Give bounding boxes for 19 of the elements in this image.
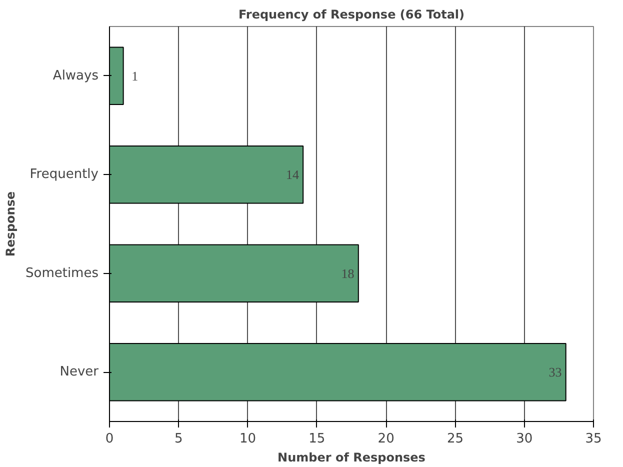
data-label: 1 (132, 68, 138, 84)
x-tick-label: 15 (308, 432, 326, 446)
y-tick-label: Sometimes (25, 266, 99, 281)
x-tick-label: 20 (378, 432, 394, 446)
x-tick-label: 10 (240, 432, 256, 446)
y-axis-title: Response (3, 191, 18, 257)
x-tick-label: 30 (516, 432, 533, 446)
y-tick-label: Frequently (30, 167, 99, 182)
x-tick-label: 25 (446, 432, 464, 446)
data-label: 33 (548, 364, 562, 380)
x-tick-label: 0 (105, 432, 114, 446)
y-tick-label: Always (52, 68, 99, 84)
data-label: 14 (286, 167, 300, 182)
x-axis-title: Number of Responses (278, 450, 426, 464)
x-tick-label: 35 (585, 432, 602, 446)
data-label: 18 (341, 266, 354, 281)
x-tick-label: 5 (174, 432, 183, 446)
y-tick-label: Never (60, 364, 100, 380)
chart-title: Frequency of Response (66 Total) (238, 8, 465, 22)
